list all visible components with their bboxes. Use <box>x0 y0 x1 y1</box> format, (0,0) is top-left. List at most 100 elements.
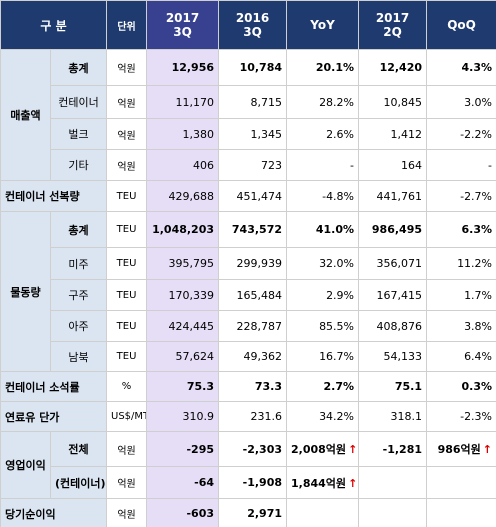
table-row: (컨테이너) 억원 -64 -1,908 1,844억원 ↑ <box>1 466 496 499</box>
value-cell: -2.7% <box>426 180 496 212</box>
table-row: 미주 TEU 395,795 299,939 32.0% 356,071 11.2% <box>1 247 496 280</box>
header-line: 2016 <box>235 11 270 25</box>
header-unit: 단위 <box>106 0 148 50</box>
unit: 억원 <box>106 498 148 527</box>
value-cell: 32.0% <box>286 247 360 280</box>
header-column: QoQ <box>426 0 496 50</box>
item-label: 아주 <box>49 310 108 342</box>
table-row: 구주 TEU 170,339 165,484 2.9% 167,415 1.7% <box>1 279 496 311</box>
header-column: 2016 3Q <box>218 0 288 50</box>
value-cell: -1,281 <box>358 431 428 467</box>
table-row: 영업이익 전체 억원 -295 -2,303 2,008억원 ↑ -1,281 986억원 ↑ <box>0 431 496 499</box>
empty-cell <box>286 498 360 527</box>
item-label: 총계 <box>49 211 108 248</box>
item-label: 전체 <box>49 431 108 467</box>
value-cell: 165,484 <box>218 279 288 311</box>
group-label: 매출액 <box>0 49 51 181</box>
value-cell: 299,939 <box>218 247 288 280</box>
value-cell: 73.3 <box>218 371 288 402</box>
value-cell: 986억원 ↑ <box>426 431 496 467</box>
value-cell: 11.2% <box>426 247 496 280</box>
item-label: 남북 <box>49 341 108 372</box>
value-cell: 28.2% <box>286 85 360 119</box>
value-cell: 441,761 <box>358 180 428 212</box>
header-line: 3Q <box>173 25 192 39</box>
table-row: 아주 TEU 424,445 228,787 85.5% 408,876 3.8% <box>1 310 496 342</box>
value-cell: 395,795 <box>146 247 220 280</box>
value-cell: 6.3% <box>426 211 496 248</box>
item-label: 총계 <box>49 49 108 86</box>
unit: US$/MT <box>106 401 148 432</box>
unit: TEU <box>106 211 148 248</box>
value-cell: 12,420 <box>358 49 428 86</box>
value-cell: -295 <box>146 431 220 467</box>
value-cell: 408,876 <box>358 310 428 342</box>
header-column: YoY <box>286 0 360 50</box>
value-cell: 10,784 <box>218 49 288 86</box>
unit: % <box>106 371 148 402</box>
group-label: 영업이익 <box>0 431 51 499</box>
value-cell: 451,474 <box>218 180 288 212</box>
value-cell: 231.6 <box>218 401 288 432</box>
value-text: 986억원 <box>437 443 481 456</box>
value-cell: 3.8% <box>426 310 496 342</box>
value-cell: 2.6% <box>286 118 360 150</box>
value-cell: -2.2% <box>426 118 496 150</box>
unit: 억원 <box>106 118 148 150</box>
value-cell: 85.5% <box>286 310 360 342</box>
table-row: 컨테이너 소석률% 75.3 73.3 2.7% 75.1 0.3% <box>0 371 496 402</box>
value-cell: -603 <box>146 498 220 527</box>
unit: 억원 <box>106 149 148 181</box>
value-cell: 228,787 <box>218 310 288 342</box>
item-label: 컨테이너 선복량 <box>0 180 108 212</box>
header-line: YoY <box>310 18 335 32</box>
value-cell: 4.3% <box>426 49 496 86</box>
value-cell: 310.9 <box>146 401 220 432</box>
value-cell: 1,048,203 <box>146 211 220 248</box>
empty-cell <box>358 466 428 499</box>
header-line: 2Q <box>383 25 402 39</box>
value-cell: -4.8% <box>286 180 360 212</box>
value-text: 1,844억원 <box>291 476 347 490</box>
item-label: 컨테이너 <box>49 85 108 119</box>
value-cell: 406 <box>146 149 220 181</box>
value-text: 2,008억원 <box>291 443 347 456</box>
table-row: 물동량 총계 TEU 1,048,203 743,572 41.0% 986,495 6.3% <box>0 211 496 372</box>
header-row: 구 분 단위 2017 3Q 2016 3Q YoY 2017 2Q QoQ <box>0 0 496 50</box>
item-label: 당기순이익 <box>0 498 108 527</box>
value-cell: 1,380 <box>146 118 220 150</box>
item-label: 구주 <box>49 279 108 311</box>
empty-cell <box>358 498 428 527</box>
value-cell: 75.1 <box>358 371 428 402</box>
value-cell: 1,844억원 ↑ <box>286 466 360 499</box>
value-cell: 41.0% <box>286 211 360 248</box>
value-cell: 10,845 <box>358 85 428 119</box>
value-cell: 2,008억원 ↑ <box>286 431 360 467</box>
value-cell: -2,303 <box>218 431 288 467</box>
header-column: 2017 3Q <box>146 0 220 50</box>
table-row: 당기순이익 억원 -603 2,971 <box>0 498 496 527</box>
value-cell: 986,495 <box>358 211 428 248</box>
header-line: QoQ <box>447 18 476 32</box>
value-cell: 12,956 <box>146 49 220 86</box>
table-row: 매출액 총계 억원 12,956 10,784 20.1% 12,420 4.3% <box>0 49 496 181</box>
up-arrow: ↑ <box>482 443 493 456</box>
item-label: 연료유 단가 <box>0 401 108 432</box>
table-row: 남북 TEU 57,624 49,362 16.7% 54,133 6.4% <box>1 341 496 372</box>
value-cell: 743,572 <box>218 211 288 248</box>
header-column: 2017 2Q <box>358 0 428 50</box>
table-row: 기타 억원 406 723-164- <box>1 149 496 181</box>
value-cell: 1.7% <box>426 279 496 311</box>
unit: 억원 <box>106 49 148 86</box>
value-cell: 6.4% <box>426 341 496 372</box>
unit: TEU <box>106 279 148 311</box>
value-cell: 424,445 <box>146 310 220 342</box>
value-cell: 429,688 <box>146 180 220 212</box>
value-cell: 1,412 <box>358 118 428 150</box>
unit: TEU <box>106 310 148 342</box>
value-cell: 164 <box>358 149 428 181</box>
item-label: (컨테이너) <box>49 466 108 499</box>
up-arrow: ↑ <box>348 476 358 490</box>
